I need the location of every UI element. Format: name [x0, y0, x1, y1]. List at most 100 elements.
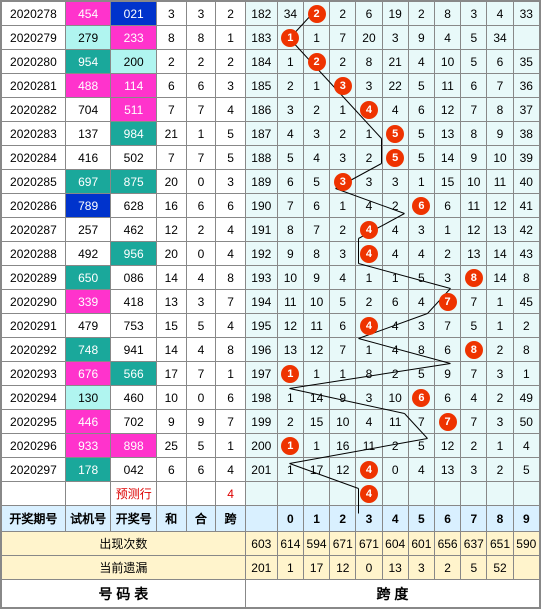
hk: 0 — [186, 386, 216, 410]
grid-cell: 2 — [356, 146, 382, 170]
grid-cell: 45 — [513, 290, 539, 314]
grid-cell: 4 — [303, 146, 329, 170]
grid-cell: 1 — [487, 434, 513, 458]
grid-cell: 4 — [356, 314, 382, 338]
grid-cell: 8 — [356, 50, 382, 74]
grid-cell: 3 — [382, 170, 408, 194]
hk: 5 — [186, 314, 216, 338]
ball-icon: 1 — [281, 437, 299, 455]
period: 2020284 — [2, 146, 66, 170]
grid-cell: 4 — [356, 242, 382, 266]
grid-cell: 2 — [487, 386, 513, 410]
grid-cell: 4 — [408, 50, 434, 74]
hk: 3 — [186, 2, 216, 26]
grid-cell — [487, 482, 513, 506]
col-head: 6 — [434, 506, 460, 532]
foot-val: 603 — [245, 532, 277, 556]
he: 17 — [156, 362, 186, 386]
row-idx: 188 — [245, 146, 277, 170]
grid-cell: 7 — [434, 410, 460, 434]
grid-cell: 3 — [356, 386, 382, 410]
grid-cell — [277, 482, 303, 506]
grid-cell: 1 — [277, 386, 303, 410]
grid-cell: 6 — [408, 194, 434, 218]
foot-val: 594 — [303, 532, 329, 556]
grid-cell: 12 — [434, 98, 460, 122]
kai-num: 566 — [111, 362, 157, 386]
grid-cell: 4 — [382, 98, 408, 122]
hk: 0 — [186, 242, 216, 266]
col-head: 和 — [156, 506, 186, 532]
grid-cell: 3 — [330, 74, 356, 98]
grid-cell: 6 — [277, 170, 303, 194]
grid-cell: 1 — [277, 26, 303, 50]
grid-cell — [461, 482, 487, 506]
grid-cell: 1 — [382, 266, 408, 290]
ball-icon: 3 — [334, 173, 352, 191]
grid-cell: 35 — [513, 50, 539, 74]
grid-cell — [434, 482, 460, 506]
grid-cell: 15 — [303, 410, 329, 434]
foot-val: 656 — [434, 532, 460, 556]
grid-cell: 10 — [461, 170, 487, 194]
grid-cell: 2 — [330, 122, 356, 146]
grid-cell: 50 — [513, 410, 539, 434]
grid-cell: 2 — [356, 290, 382, 314]
grid-cell: 7 — [330, 26, 356, 50]
grid-cell: 4 — [461, 386, 487, 410]
grid-cell: 2 — [461, 434, 487, 458]
kua: 3 — [216, 170, 246, 194]
grid-cell: 15 — [434, 170, 460, 194]
grid-cell: 10 — [330, 410, 356, 434]
row-idx: 191 — [245, 218, 277, 242]
hk: 6 — [186, 458, 216, 482]
shi-num: 416 — [65, 146, 111, 170]
col-head: 开奖号 — [111, 506, 157, 532]
ball-icon: 7 — [439, 293, 457, 311]
grid-cell: 4 — [382, 218, 408, 242]
grid-cell: 1 — [330, 194, 356, 218]
grid-cell: 4 — [408, 458, 434, 482]
row-idx: 185 — [245, 74, 277, 98]
grid-cell: 11 — [382, 410, 408, 434]
foot-val: 52 — [487, 556, 513, 580]
hk: 9 — [186, 410, 216, 434]
grid-cell: 9 — [434, 362, 460, 386]
grid-cell: 13 — [434, 122, 460, 146]
ball-icon: 4 — [360, 317, 378, 335]
grid-cell: 11 — [434, 74, 460, 98]
period: 2020289 — [2, 266, 66, 290]
foot-val: 5 — [461, 556, 487, 580]
he: 8 — [156, 26, 186, 50]
grid-cell: 7 — [461, 98, 487, 122]
grid-cell: 7 — [461, 410, 487, 434]
kai-num: 702 — [111, 410, 157, 434]
grid-cell: 39 — [513, 146, 539, 170]
row-idx: 184 — [245, 50, 277, 74]
col-head: 0 — [277, 506, 303, 532]
grid-cell: 13 — [461, 242, 487, 266]
foot-val: 671 — [330, 532, 356, 556]
grid-cell: 12 — [303, 338, 329, 362]
he: 9 — [156, 410, 186, 434]
grid-cell: 5 — [461, 26, 487, 50]
grid-cell: 13 — [434, 458, 460, 482]
grid-cell: 49 — [513, 386, 539, 410]
grid-cell: 3 — [408, 314, 434, 338]
he: 2 — [156, 50, 186, 74]
grid-cell: 6 — [434, 194, 460, 218]
grid-cell: 3 — [382, 26, 408, 50]
grid-cell: 7 — [303, 218, 329, 242]
period: 2020279 — [2, 26, 66, 50]
kua: 7 — [216, 290, 246, 314]
grid-cell: 9 — [461, 146, 487, 170]
hk: 7 — [186, 362, 216, 386]
grid-cell: 2 — [487, 458, 513, 482]
grid-cell: 4 — [487, 2, 513, 26]
hk: 1 — [186, 122, 216, 146]
grid-cell: 2 — [513, 314, 539, 338]
shi-num: 676 — [65, 362, 111, 386]
grid-cell: 4 — [277, 122, 303, 146]
kua: 1 — [216, 26, 246, 50]
kai-num: 200 — [111, 50, 157, 74]
